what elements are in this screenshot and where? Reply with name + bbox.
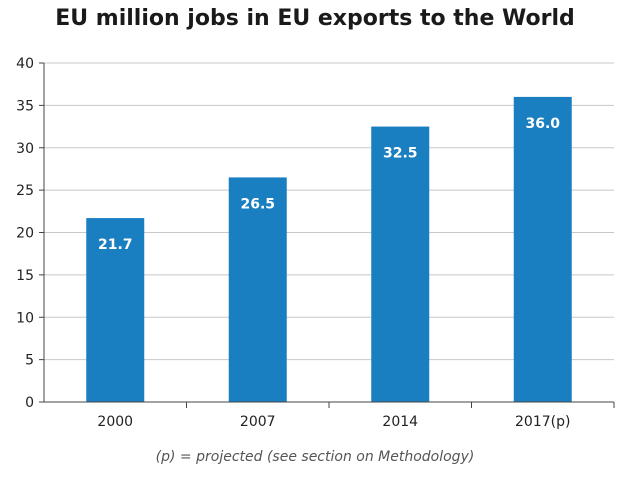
x-tick-label: 2014 [382, 414, 418, 430]
bar [371, 126, 430, 402]
axes: 0 5 10 15 20 25 30 35 40 2000 2007 2014 2017(p) [16, 56, 615, 430]
y-tick-label: 25 [16, 183, 34, 199]
y-tick-label: 30 [16, 141, 34, 157]
data-label: 26.5 [240, 196, 275, 212]
y-tick-label: 20 [16, 226, 34, 242]
bar [228, 177, 287, 402]
bars [86, 96, 572, 403]
y-tick-label: 15 [16, 268, 34, 284]
bar [513, 96, 572, 403]
chart-title: EU million jobs in EU exports to the Wor… [55, 6, 575, 31]
y-tick-label: 40 [16, 56, 34, 72]
footnote: (p) = projected (see section on Methodol… [155, 449, 475, 465]
data-labels: 21.7 26.5 32.5 36.0 [98, 116, 560, 253]
y-tick-label: 0 [25, 395, 34, 411]
y-tick-label: 5 [25, 353, 34, 369]
x-tick-label: 2007 [240, 414, 276, 430]
data-label: 36.0 [525, 116, 560, 132]
x-tick-label: 2000 [97, 414, 133, 430]
x-tick-label: 2017(p) [515, 414, 570, 430]
y-tick-label: 35 [16, 98, 34, 114]
data-label: 21.7 [98, 237, 133, 253]
y-tick-label: 10 [16, 310, 34, 326]
bar [86, 218, 145, 402]
data-label: 32.5 [383, 146, 418, 162]
